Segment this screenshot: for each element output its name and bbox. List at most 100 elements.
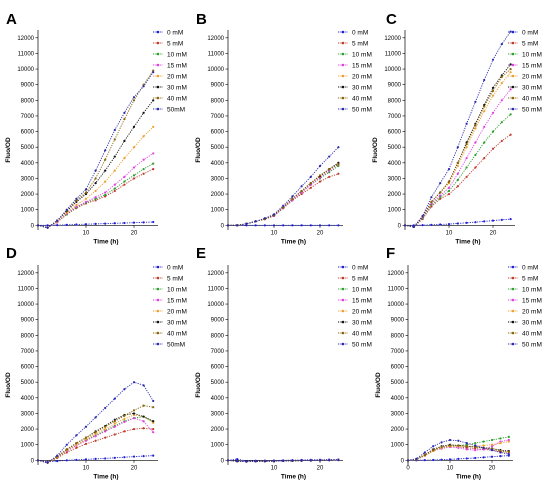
data-point [104,406,107,410]
panel-a: A 0 1000 2000 3000 4000 5000 6000 7000 8000 9000 10… [5,11,187,245]
data-point [430,203,433,207]
x-tick-label: 20 [317,230,324,236]
legend-marker [341,96,345,100]
legend-marker [341,85,345,89]
data-point [483,110,486,113]
data-point [245,224,248,227]
legend-marker [511,52,515,56]
data-point [337,161,340,164]
data-point [465,175,468,178]
legend-marker [511,41,515,45]
data-point [507,454,510,457]
y-tick-label: 1000 [388,208,402,214]
legend-marker [511,331,515,335]
data-point [483,105,486,108]
panel-label: A [6,11,17,28]
data-point [94,434,97,438]
data-point [465,157,468,160]
legend-entry: 20 mM [522,308,542,315]
y-tick-label: 11000 [208,286,225,292]
y-tick-label: 5000 [21,145,35,151]
legend-entry: 10 mM [167,51,187,58]
data-point [84,438,88,441]
data-point [104,169,107,172]
data-point [309,183,312,186]
legend-entry: 50mM [167,106,185,113]
legend-marker [511,276,515,280]
legend-entry: 40 mM [352,330,372,337]
legend-entry: 30 mM [522,84,542,91]
series-line [404,89,511,228]
legend-marker [511,85,515,89]
legend-entry: 50 mM [522,341,542,348]
data-point [474,447,477,450]
y-tick-label: 10000 [384,67,401,73]
data-point [113,222,116,225]
data-point [491,86,495,89]
data-point [282,224,285,227]
data-point [84,188,88,191]
data-point [483,157,486,160]
y-tick-label: 4000 [21,396,35,402]
data-point [104,222,107,225]
data-point [318,174,322,177]
data-point [75,458,78,461]
data-point [328,171,331,174]
y-tick-label: 0 [31,223,35,229]
data-point [465,221,468,224]
legend-marker [156,30,160,34]
y-tick-label: 7000 [211,114,225,120]
data-point [75,434,78,437]
data-point [245,460,248,463]
panel-f: F 0 1000 2000 3000 4000 5000 6000 7000 8000 9000 10… [375,245,542,480]
y-tick-label: 5000 [388,145,402,151]
y-tick-label: 0 [221,458,225,464]
legend-marker [341,52,345,56]
series-line [407,439,509,461]
legend-marker [341,30,345,34]
data-point [499,437,502,440]
x-axis-label: Time (h) [281,473,306,480]
panel-label: F [386,245,395,262]
data-point [65,451,68,454]
data-point [94,222,97,226]
data-point [500,75,503,78]
data-point [123,111,126,114]
data-point [328,155,331,158]
data-point [483,125,486,128]
y-tick-label: 0 [398,223,402,229]
data-point [142,172,145,175]
legend-marker [156,331,160,335]
data-point [309,224,312,227]
data-point [282,206,285,209]
legend-entry: 5 mM [167,275,183,282]
data-point [507,450,510,453]
data-point [465,442,468,445]
data-point [432,458,435,462]
data-point [152,454,155,457]
data-point [309,459,312,462]
y-tick-label: 1000 [21,443,35,449]
data-point [474,444,477,447]
legend-marker [511,74,515,78]
data-point [509,113,512,116]
y-tick-label: 6000 [388,130,402,136]
data-point [474,141,477,144]
data-point [318,164,322,168]
data-point [84,197,88,200]
y-tick-label: 5000 [211,145,225,151]
y-tick-label: 8000 [21,333,35,339]
legend-marker [511,342,515,346]
data-point [447,222,451,226]
y-tick-label: 9000 [211,83,225,89]
y-tick-label: 7000 [21,114,35,120]
data-point [456,222,459,225]
data-point [123,430,126,433]
legend-entry: 30 mM [167,84,187,91]
data-point [245,222,248,225]
y-tick-label: 9000 [391,318,405,324]
legend-marker [511,30,515,34]
data-point [491,58,495,61]
y-tick-label: 2000 [211,192,225,198]
data-point [132,427,136,431]
